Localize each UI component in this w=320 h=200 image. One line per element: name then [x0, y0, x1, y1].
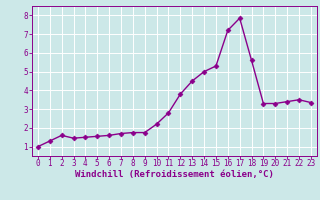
X-axis label: Windchill (Refroidissement éolien,°C): Windchill (Refroidissement éolien,°C) — [75, 170, 274, 179]
